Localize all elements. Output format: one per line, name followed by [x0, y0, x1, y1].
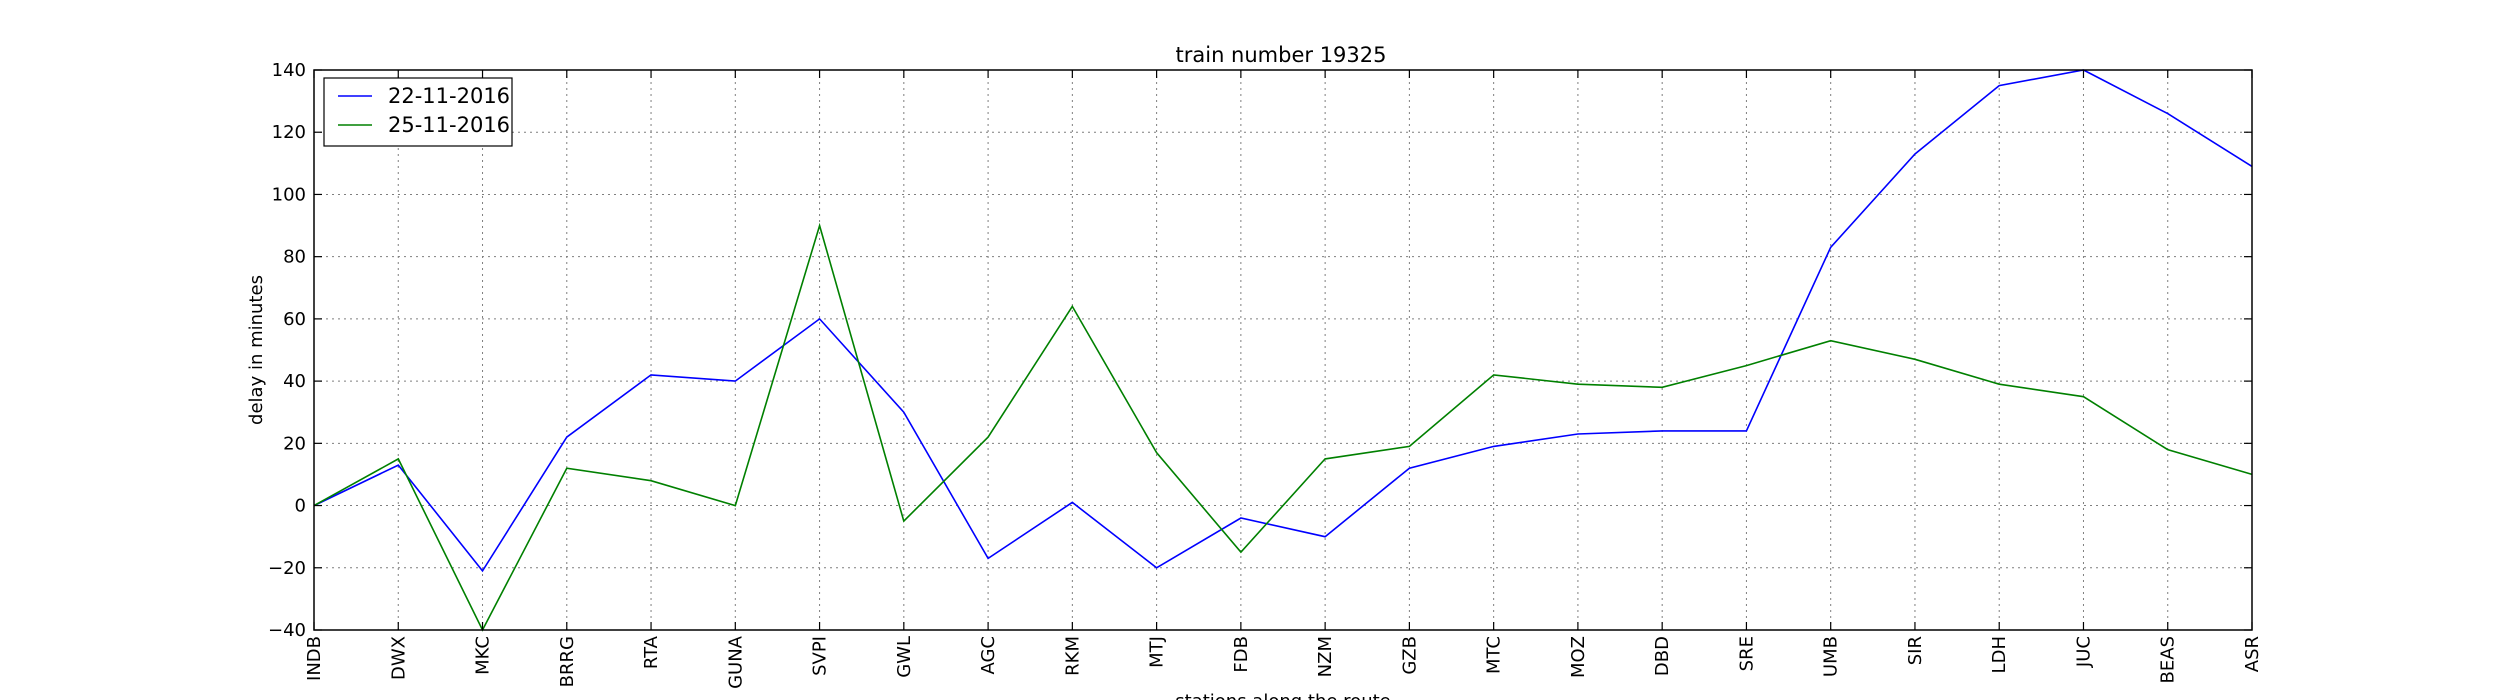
x-tick-label: DBD	[1652, 636, 1673, 676]
y-tick-label: 80	[283, 247, 306, 268]
series-line-25-11-2016	[313, 222, 2253, 632]
x-tick-label: LDH	[1989, 636, 2010, 673]
x-tick-label: RTA	[641, 635, 662, 669]
y-tick-label: 0	[295, 496, 306, 517]
series-line-22-11-2016	[313, 69, 2253, 573]
legend-label: 25-11-2016	[388, 113, 510, 137]
series-lines	[313, 69, 2253, 632]
y-axis-title: delay in minutes	[246, 275, 267, 425]
y-tick-label: 120	[272, 122, 306, 143]
x-tick-label: SIR	[1905, 636, 1926, 665]
x-tick-label: NZM	[1315, 636, 1336, 677]
x-tick-label: MOZ	[1568, 636, 1589, 678]
x-tick-label: INDB	[304, 636, 325, 681]
x-tick-label: SVPI	[810, 636, 831, 676]
x-tick-label: AGC	[978, 636, 999, 675]
x-tick-label: BRRG	[557, 636, 578, 687]
x-tick-label: JUC	[2073, 636, 2094, 668]
x-tick-label: SRE	[1736, 636, 1757, 671]
x-axis: INDB DWX MKC BRRG RTA GUNA SVPI GWL AGC RKM MTJ FDB…	[304, 70, 2263, 689]
y-tick-label: 100	[272, 184, 306, 205]
x-tick-label: BEAS	[2158, 636, 2179, 683]
y-axis: −40 −20 0 20 40 60 80 100 120 140	[268, 60, 2252, 641]
x-tick-label: UMB	[1821, 636, 1842, 677]
x-tick-label: MTC	[1484, 636, 1505, 674]
x-tick-label: MTJ	[1147, 636, 1168, 668]
legend-box	[323, 77, 513, 147]
y-tick-label: 60	[283, 309, 306, 330]
x-tick-label: GZB	[1399, 636, 1420, 675]
y-tick-label: 20	[283, 433, 306, 454]
x-tick-label: GUNA	[725, 635, 746, 689]
x-tick-label: MKC	[473, 636, 494, 675]
x-axis-title: stations along the route	[1175, 691, 1390, 700]
y-tick-label: 140	[272, 60, 306, 81]
chart-title: train number 19325	[1176, 43, 1387, 67]
x-tick-label: DWX	[388, 636, 409, 680]
x-tick-label: ASR	[2242, 636, 2263, 672]
x-tick-label: GWL	[894, 636, 915, 678]
y-tick-label: −40	[268, 620, 306, 641]
plot-frame	[313, 69, 2253, 631]
y-tick-label: 40	[283, 371, 306, 392]
legend-label: 22-11-2016	[388, 84, 510, 108]
x-tick-label: RKM	[1062, 636, 1083, 676]
legend: 22-11-2016 25-11-2016	[323, 77, 513, 147]
x-tick-label: FDB	[1231, 636, 1252, 673]
y-tick-label: −20	[268, 558, 306, 579]
